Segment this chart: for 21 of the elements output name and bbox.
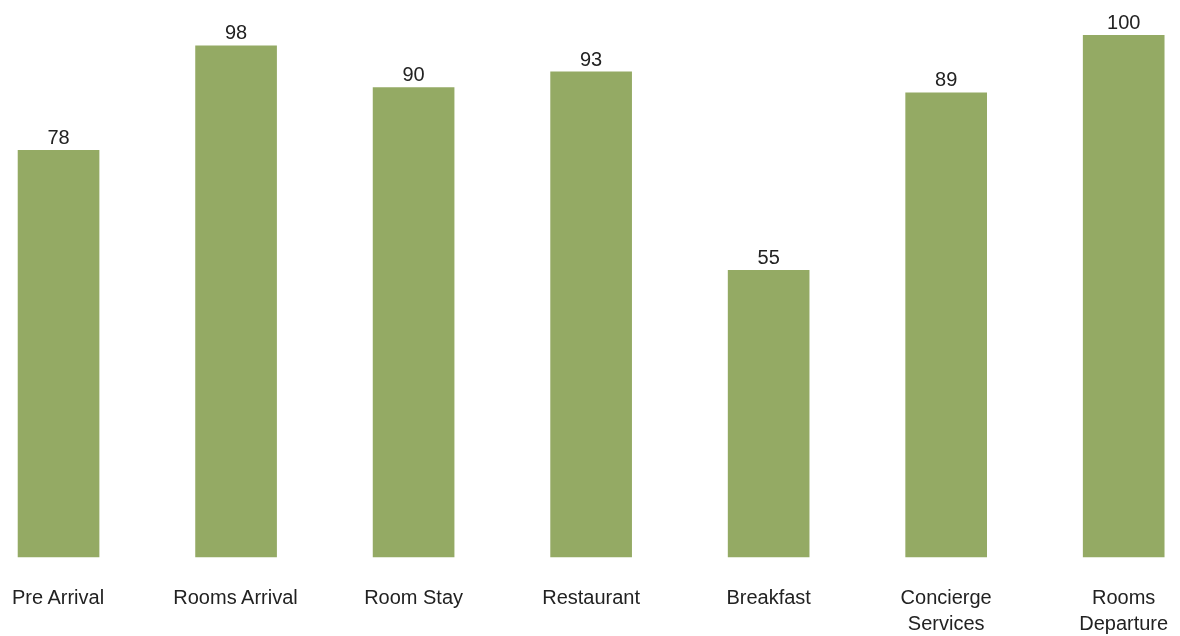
x-tick-label: Pre Arrival <box>11 585 105 608</box>
bar <box>1082 34 1165 558</box>
bar <box>905 92 987 558</box>
data-label: 98 <box>224 21 248 44</box>
data-label: 93 <box>580 47 603 70</box>
x-tick-label: Room Stay <box>364 585 464 608</box>
bar <box>17 149 100 558</box>
x-tick-label: Restaurant <box>542 585 641 608</box>
x-tick-label: Concierge Services <box>900 585 992 634</box>
bar <box>550 71 632 558</box>
data-label: 100 <box>1107 10 1141 33</box>
data-label: 89 <box>935 68 958 91</box>
bar <box>195 45 277 558</box>
x-tick-label: Rooms Departure <box>1079 585 1169 634</box>
bar <box>727 270 810 558</box>
x-tick-label: Breakfast <box>726 585 812 608</box>
data-label: 55 <box>757 246 780 269</box>
bar <box>372 87 455 558</box>
data-label: 78 <box>47 125 70 148</box>
x-tick-label: Rooms Arrival <box>173 585 298 608</box>
data-label: 90 <box>402 63 425 86</box>
